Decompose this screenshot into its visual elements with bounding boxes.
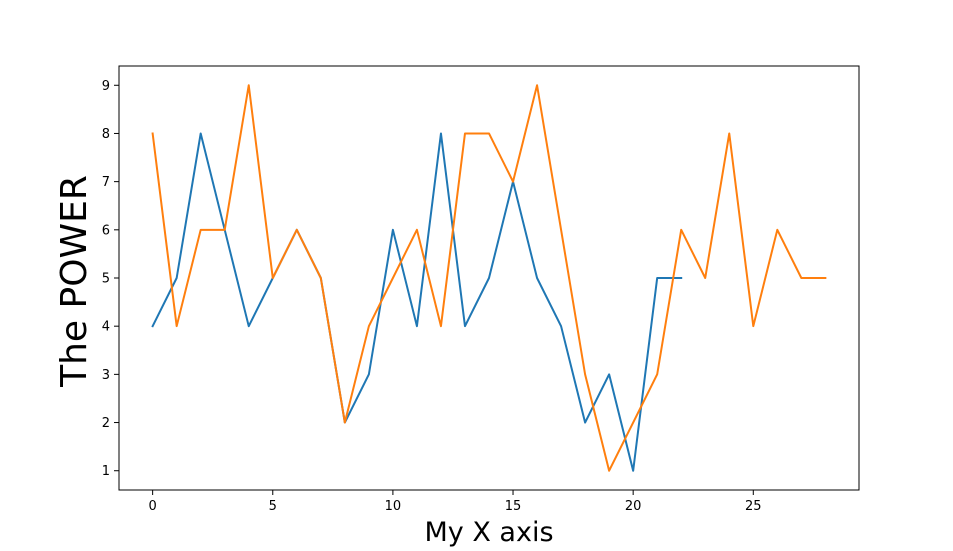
y-tick-label: 8 [102, 127, 110, 142]
x-tick-label: 15 [505, 499, 522, 514]
y-axis-label: The POWER [54, 175, 95, 388]
y-tick-label: 2 [102, 416, 110, 431]
x-tick-label: 20 [625, 499, 642, 514]
x-axis-label: My X axis [424, 517, 553, 548]
y-tick-label: 3 [102, 368, 110, 383]
y-tick-label: 7 [102, 175, 110, 190]
y-tick-label: 1 [102, 464, 110, 479]
y-tick-label: 5 [102, 272, 110, 287]
y-tick-label: 9 [102, 79, 110, 94]
x-tick-label: 5 [269, 499, 277, 514]
x-tick-label: 0 [148, 499, 156, 514]
y-axis-ticks: 1 2 3 4 5 6 7 8 9 [102, 79, 119, 479]
x-tick-label: 10 [385, 499, 402, 514]
x-tick-label: 25 [745, 499, 762, 514]
y-tick-label: 4 [102, 320, 110, 335]
series-layer [151, 84, 827, 472]
y-tick-label: 6 [102, 223, 110, 238]
series-line-2 [151, 84, 827, 472]
x-axis-ticks: 0 5 10 15 20 25 [148, 490, 762, 514]
